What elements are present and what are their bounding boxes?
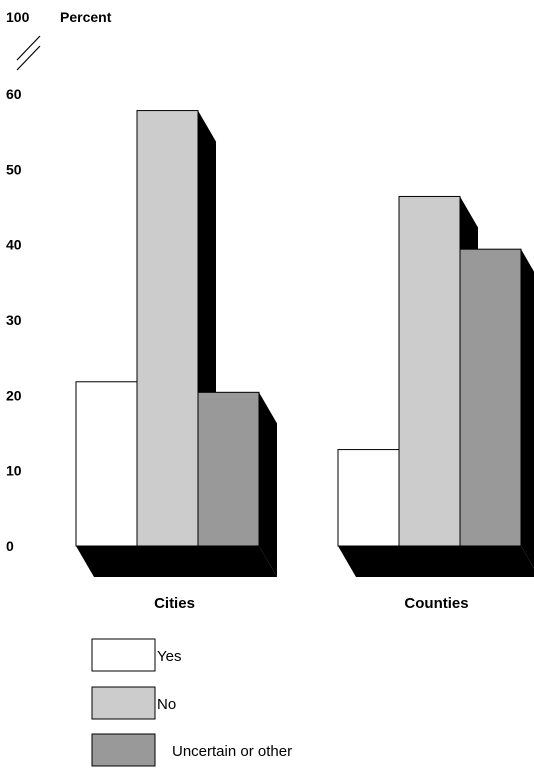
bar-side-counties-uncertain-or-other xyxy=(521,249,534,569)
bar-cities-uncertain-or-other xyxy=(197,391,260,547)
y-tick-label-40: 40 xyxy=(6,237,22,253)
floor-shadow-counties xyxy=(338,546,534,577)
y-tick-label-50: 50 xyxy=(6,161,22,177)
axis-break-mark xyxy=(16,35,41,71)
y-top-tick-label: 100 xyxy=(6,9,30,25)
y-tick-label-20: 20 xyxy=(6,387,22,403)
bar-counties-uncertain-or-other xyxy=(459,248,522,547)
bar-cities-yes xyxy=(75,381,138,547)
category-label-cities: Cities xyxy=(154,595,195,612)
bar-cities-no xyxy=(136,110,199,547)
legend-label-no: No xyxy=(157,696,176,713)
legend-swatch-no xyxy=(91,686,156,720)
bar-counties-yes xyxy=(337,449,400,547)
floor-shadow-cities xyxy=(76,546,277,577)
legend-label-yes: Yes xyxy=(157,648,181,665)
legend-label-uncertain-or-other: Uncertain or other xyxy=(172,743,292,760)
y-tick-label-30: 30 xyxy=(6,312,22,328)
bar-side-cities-uncertain-or-other xyxy=(259,392,277,577)
legend-swatch-yes xyxy=(91,638,156,672)
y-axis-label: Percent xyxy=(60,9,112,25)
legend-swatch-uncertain-or-other xyxy=(91,733,156,767)
bar-counties-no xyxy=(398,195,461,547)
category-label-counties: Counties xyxy=(404,595,468,612)
y-tick-label-0: 0 xyxy=(6,538,14,554)
y-tick-label-60: 60 xyxy=(6,86,22,102)
y-tick-label-10: 10 xyxy=(6,463,22,479)
